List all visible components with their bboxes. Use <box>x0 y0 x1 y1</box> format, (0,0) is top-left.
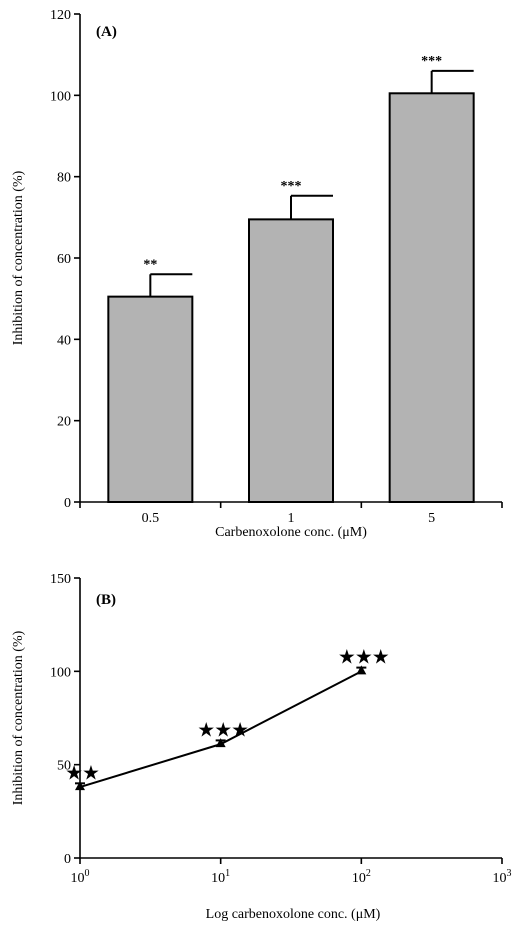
y-tick-label: 20 <box>57 415 71 430</box>
significance-label: ** <box>143 257 157 272</box>
y-tick-label: 60 <box>57 252 71 267</box>
data-point-marker <box>75 781 85 791</box>
panel-b-x-ticks: 100 101 102 103 <box>71 858 512 886</box>
bar <box>388 92 475 504</box>
bar <box>107 295 194 503</box>
panel-a-bars: ******** <box>107 54 475 504</box>
panel-a-x-axis-label: Carbenoxolone conc. (μM) <box>215 525 367 540</box>
y-tick-label: 100 <box>50 665 71 680</box>
y-tick-label: 40 <box>57 333 71 348</box>
y-tick-label: 100 <box>50 89 71 104</box>
significance-label: *** <box>421 54 442 69</box>
panel-a-y-axis-label: Inhibition of concentration (%) <box>11 170 26 345</box>
y-tick-label: 0 <box>64 496 71 511</box>
y-tick-label: 120 <box>50 8 71 23</box>
x-tick-label: 103 <box>493 868 512 886</box>
x-tick-label: 5 <box>428 511 435 526</box>
bar <box>248 218 334 503</box>
significance-stars: ★★ <box>65 762 99 784</box>
x-tick-label: 102 <box>352 868 371 886</box>
panel-b-x-axis-label: Log carbenoxolone conc. (μM) <box>206 907 381 922</box>
significance-label: *** <box>281 179 302 194</box>
significance-stars: ★★★ <box>197 719 248 741</box>
panel-a-y-ticks: 0 20 40 60 80 100 120 <box>50 8 80 511</box>
y-tick-label: 50 <box>57 759 71 774</box>
y-tick-label: 80 <box>57 171 71 186</box>
data-point-marker <box>356 665 367 675</box>
panel-a-x-ticks: 0.5 1 5 <box>79 502 503 526</box>
panel-a-label: (A) <box>96 24 117 40</box>
y-tick-label: 150 <box>50 572 71 587</box>
panel-b-y-axis-label: Inhibition of concentration (%) <box>11 630 26 805</box>
panel-b-label: (B) <box>96 592 116 608</box>
x-tick-label: 1 <box>288 511 295 526</box>
x-tick-label: 101 <box>211 868 230 886</box>
y-tick-label: 0 <box>64 852 71 867</box>
x-tick-label: 0.5 <box>142 511 160 526</box>
panel-b-series: ★★★★★★★★ <box>65 647 390 791</box>
significance-stars: ★★★ <box>338 647 389 669</box>
data-point-marker <box>215 738 226 748</box>
panel-b-y-ticks: 0 50 100 150 <box>50 572 80 867</box>
x-tick-label: 100 <box>71 868 90 886</box>
